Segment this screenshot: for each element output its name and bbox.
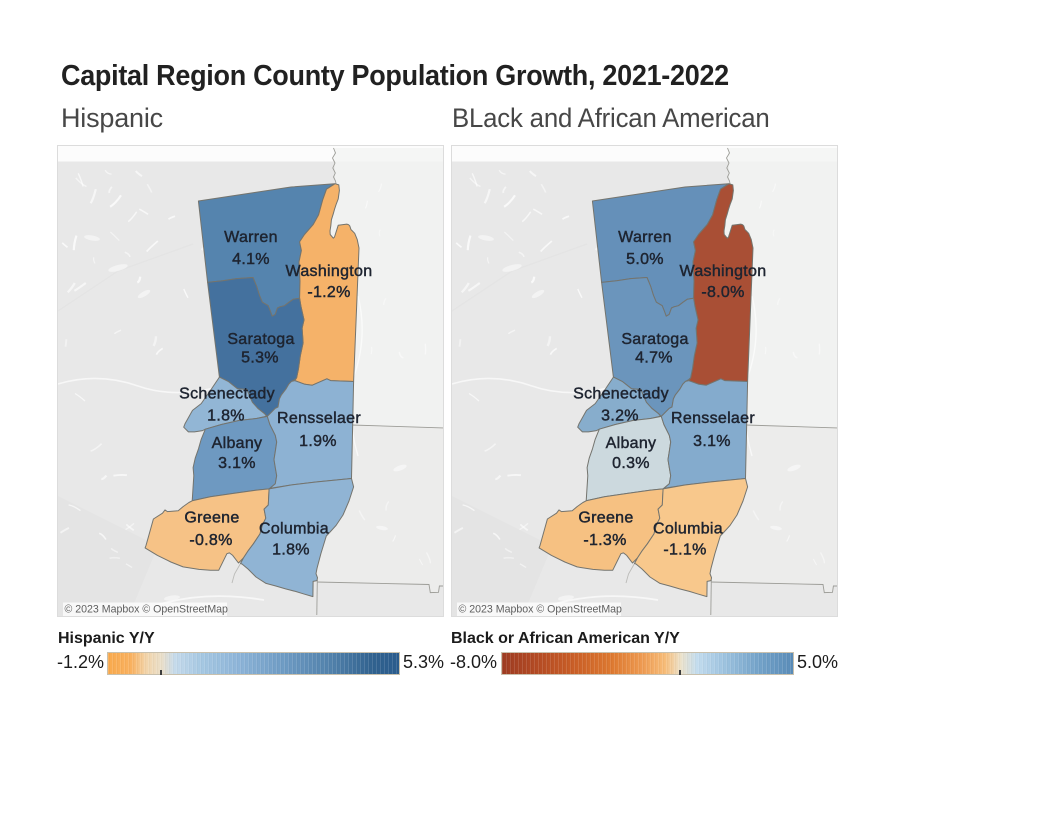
svg-text:0.3%: 0.3% bbox=[612, 455, 650, 472]
svg-text:Rensselaer: Rensselaer bbox=[277, 410, 361, 427]
svg-text:1.8%: 1.8% bbox=[272, 542, 310, 559]
svg-text:Albany: Albany bbox=[606, 435, 657, 452]
svg-text:Washington: Washington bbox=[680, 263, 767, 280]
svg-text:-0.8%: -0.8% bbox=[189, 532, 232, 549]
svg-text:1.9%: 1.9% bbox=[299, 433, 337, 450]
svg-text:Albany: Albany bbox=[212, 435, 263, 452]
svg-text:3.1%: 3.1% bbox=[693, 433, 731, 450]
svg-text:Rensselaer: Rensselaer bbox=[671, 410, 755, 427]
svg-text:Greene: Greene bbox=[184, 510, 239, 527]
svg-text:Greene: Greene bbox=[578, 510, 633, 527]
svg-text:Warren: Warren bbox=[618, 229, 672, 246]
svg-text:4.7%: 4.7% bbox=[635, 350, 673, 367]
svg-text:-1.3%: -1.3% bbox=[583, 532, 626, 549]
svg-text:Warren: Warren bbox=[224, 229, 278, 246]
svg-text:Saratoga: Saratoga bbox=[621, 331, 688, 348]
svg-text:-1.2%: -1.2% bbox=[307, 284, 350, 301]
svg-text:3.1%: 3.1% bbox=[218, 455, 256, 472]
svg-text:Saratoga: Saratoga bbox=[227, 331, 294, 348]
svg-text:-1.1%: -1.1% bbox=[663, 542, 706, 559]
svg-text:3.2%: 3.2% bbox=[601, 408, 639, 425]
svg-text:5.3%: 5.3% bbox=[241, 350, 279, 367]
svg-text:Washington: Washington bbox=[286, 263, 373, 280]
svg-text:Schenectady: Schenectady bbox=[573, 386, 669, 403]
svg-text:Columbia: Columbia bbox=[259, 521, 329, 538]
svg-text:1.8%: 1.8% bbox=[207, 408, 245, 425]
svg-text:Schenectady: Schenectady bbox=[179, 386, 275, 403]
svg-text:5.0%: 5.0% bbox=[626, 251, 664, 268]
svg-text:-8.0%: -8.0% bbox=[701, 284, 744, 301]
svg-text:Columbia: Columbia bbox=[653, 521, 723, 538]
svg-text:4.1%: 4.1% bbox=[232, 251, 270, 268]
